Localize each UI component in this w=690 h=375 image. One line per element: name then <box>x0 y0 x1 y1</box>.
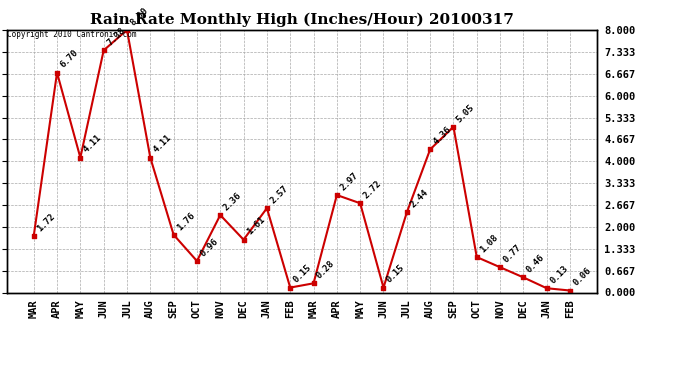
Point <box>541 285 552 291</box>
Text: 5.05: 5.05 <box>455 102 476 124</box>
Text: 4.11: 4.11 <box>152 133 173 155</box>
Point <box>168 232 179 238</box>
Point <box>518 274 529 280</box>
Text: 1.72: 1.72 <box>35 212 57 233</box>
Point <box>448 124 459 130</box>
Text: 8.00: 8.00 <box>128 6 150 27</box>
Point <box>262 205 273 211</box>
Text: Copyright 2010 Cantronic.com: Copyright 2010 Cantronic.com <box>7 30 137 39</box>
Text: 0.15: 0.15 <box>292 263 313 285</box>
Text: 2.72: 2.72 <box>362 179 383 201</box>
Text: 2.97: 2.97 <box>338 171 359 192</box>
Point <box>238 237 249 243</box>
Point <box>495 264 506 270</box>
Point <box>378 285 389 291</box>
Text: 2.57: 2.57 <box>268 184 290 206</box>
Text: 1.61: 1.61 <box>245 215 266 237</box>
Text: 0.96: 0.96 <box>198 237 220 258</box>
Text: 2.44: 2.44 <box>408 188 430 210</box>
Text: 1.76: 1.76 <box>175 210 197 232</box>
Point <box>215 212 226 218</box>
Text: 6.70: 6.70 <box>59 48 80 70</box>
Text: 7.38: 7.38 <box>105 26 127 48</box>
Text: 0.28: 0.28 <box>315 259 337 280</box>
Text: 1.08: 1.08 <box>478 233 500 254</box>
Point <box>564 288 575 294</box>
Text: 2.36: 2.36 <box>221 191 243 212</box>
Point <box>145 154 156 160</box>
Point <box>75 154 86 160</box>
Text: 4.11: 4.11 <box>81 133 104 155</box>
Point <box>121 27 132 33</box>
Point <box>424 146 435 152</box>
Text: 4.36: 4.36 <box>431 125 453 147</box>
Title: Rain Rate Monthly High (Inches/Hour) 20100317: Rain Rate Monthly High (Inches/Hour) 201… <box>90 13 514 27</box>
Point <box>402 209 413 215</box>
Text: 0.77: 0.77 <box>502 243 523 264</box>
Point <box>308 280 319 286</box>
Text: 0.13: 0.13 <box>548 264 570 285</box>
Point <box>331 192 342 198</box>
Point <box>355 200 366 206</box>
Point <box>98 47 109 53</box>
Text: 0.06: 0.06 <box>571 266 593 288</box>
Text: 0.15: 0.15 <box>385 263 406 285</box>
Point <box>285 285 296 291</box>
Point <box>28 233 39 239</box>
Point <box>191 258 202 264</box>
Point <box>471 254 482 260</box>
Point <box>52 70 63 76</box>
Text: 0.46: 0.46 <box>525 253 546 274</box>
